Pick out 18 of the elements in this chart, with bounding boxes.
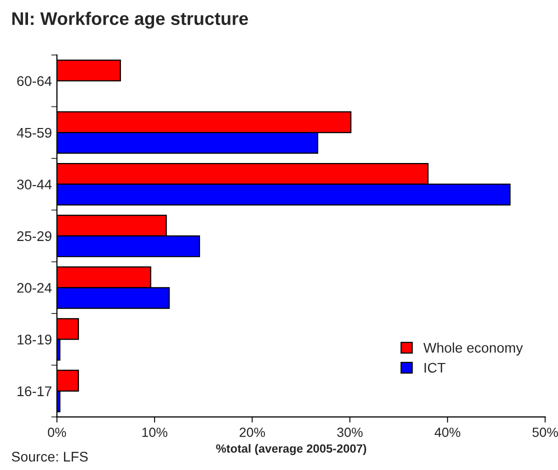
y-tick-label: 60-64 [17,76,52,86]
y-tick-label: 16-17 [18,386,52,396]
x-axis-title: %total (average 2005-2007) [216,444,366,456]
y-tick-label: 45-59 [16,128,52,138]
y-tick-label: 20-24 [17,282,52,293]
y-tick-label: 30-44 [17,180,52,190]
y-tick-label: 18-19 [18,334,52,345]
x-tick-label: 10% [142,428,168,437]
x-tick-label: 20% [240,428,265,437]
x-tick-label: 30% [337,428,363,437]
x-tick-label: 50% [532,428,558,437]
legend-label: Whole economy [423,342,523,356]
source-note: Source: LFS [12,452,88,462]
x-tick-label: 40% [434,428,460,437]
x-tick-label: 0% [48,428,66,437]
legend-label: ICT [424,362,446,373]
y-tick-label: 25-29 [17,231,52,242]
chart-title: NI: Workforce age structure [12,12,248,29]
